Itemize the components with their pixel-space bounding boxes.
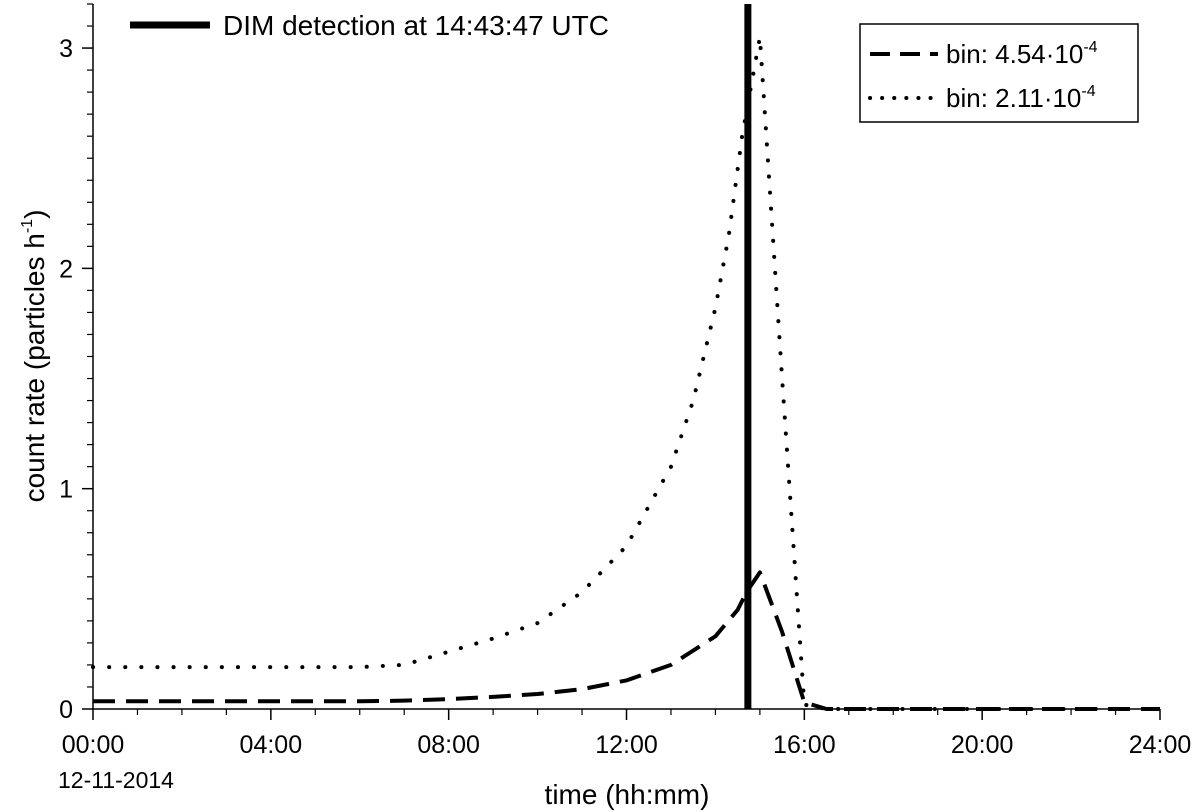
legend-label-series-1-sup: -4 xyxy=(1083,39,1097,56)
x-axis-title: time (hh:mm) xyxy=(545,779,710,810)
y-tick-label: 0 xyxy=(59,696,73,724)
legend: bin: 4.54·10-4 bin: 2.11·10-4 xyxy=(859,23,1139,123)
y-tick-label: 3 xyxy=(59,35,73,63)
date-label: 12-11-2014 xyxy=(58,767,174,793)
annotation-label: DIM detection at 14:43:47 UTC xyxy=(223,10,609,41)
x-tick-label: 08:00 xyxy=(417,731,480,759)
y-tick-label: 2 xyxy=(59,255,73,283)
legend-box xyxy=(859,23,1139,123)
x-tick-label: 12:00 xyxy=(595,731,658,759)
legend-label-series-1: bin: 4.54·10-4 xyxy=(946,39,1098,69)
x-tick-label: 16:00 xyxy=(773,731,836,759)
axes-layer: 00:00 04:00 08:00 12:00 16:00 20:00 24:00 0 1 2 3 xyxy=(59,3,1192,759)
y-axis-title-main: count rate (particles h xyxy=(19,233,50,502)
series-layer xyxy=(91,35,1162,711)
legend-label-series-1-base: bin: 4.54·10 xyxy=(946,39,1083,69)
legend-label-series-2-base: bin: 2.11·10 xyxy=(946,83,1081,113)
legend-label-series-2: bin: 2.11·10-4 xyxy=(946,83,1096,113)
y-axis-title-end: ) xyxy=(19,210,50,219)
series-line-2 xyxy=(91,35,1162,711)
series-line-1 xyxy=(93,570,1160,711)
x-tick-label: 24:00 xyxy=(1129,731,1192,759)
x-tick-label: 20:00 xyxy=(951,731,1014,759)
x-tick-label: 04:00 xyxy=(240,731,303,759)
y-tick-label: 1 xyxy=(59,476,73,504)
legend-label-series-2-sup: -4 xyxy=(1081,83,1095,100)
y-axis-title: count rate (particles h-1) xyxy=(19,210,50,503)
y-axis-title-sup: -1 xyxy=(19,219,36,233)
x-tick-label: 00:00 xyxy=(62,731,125,759)
